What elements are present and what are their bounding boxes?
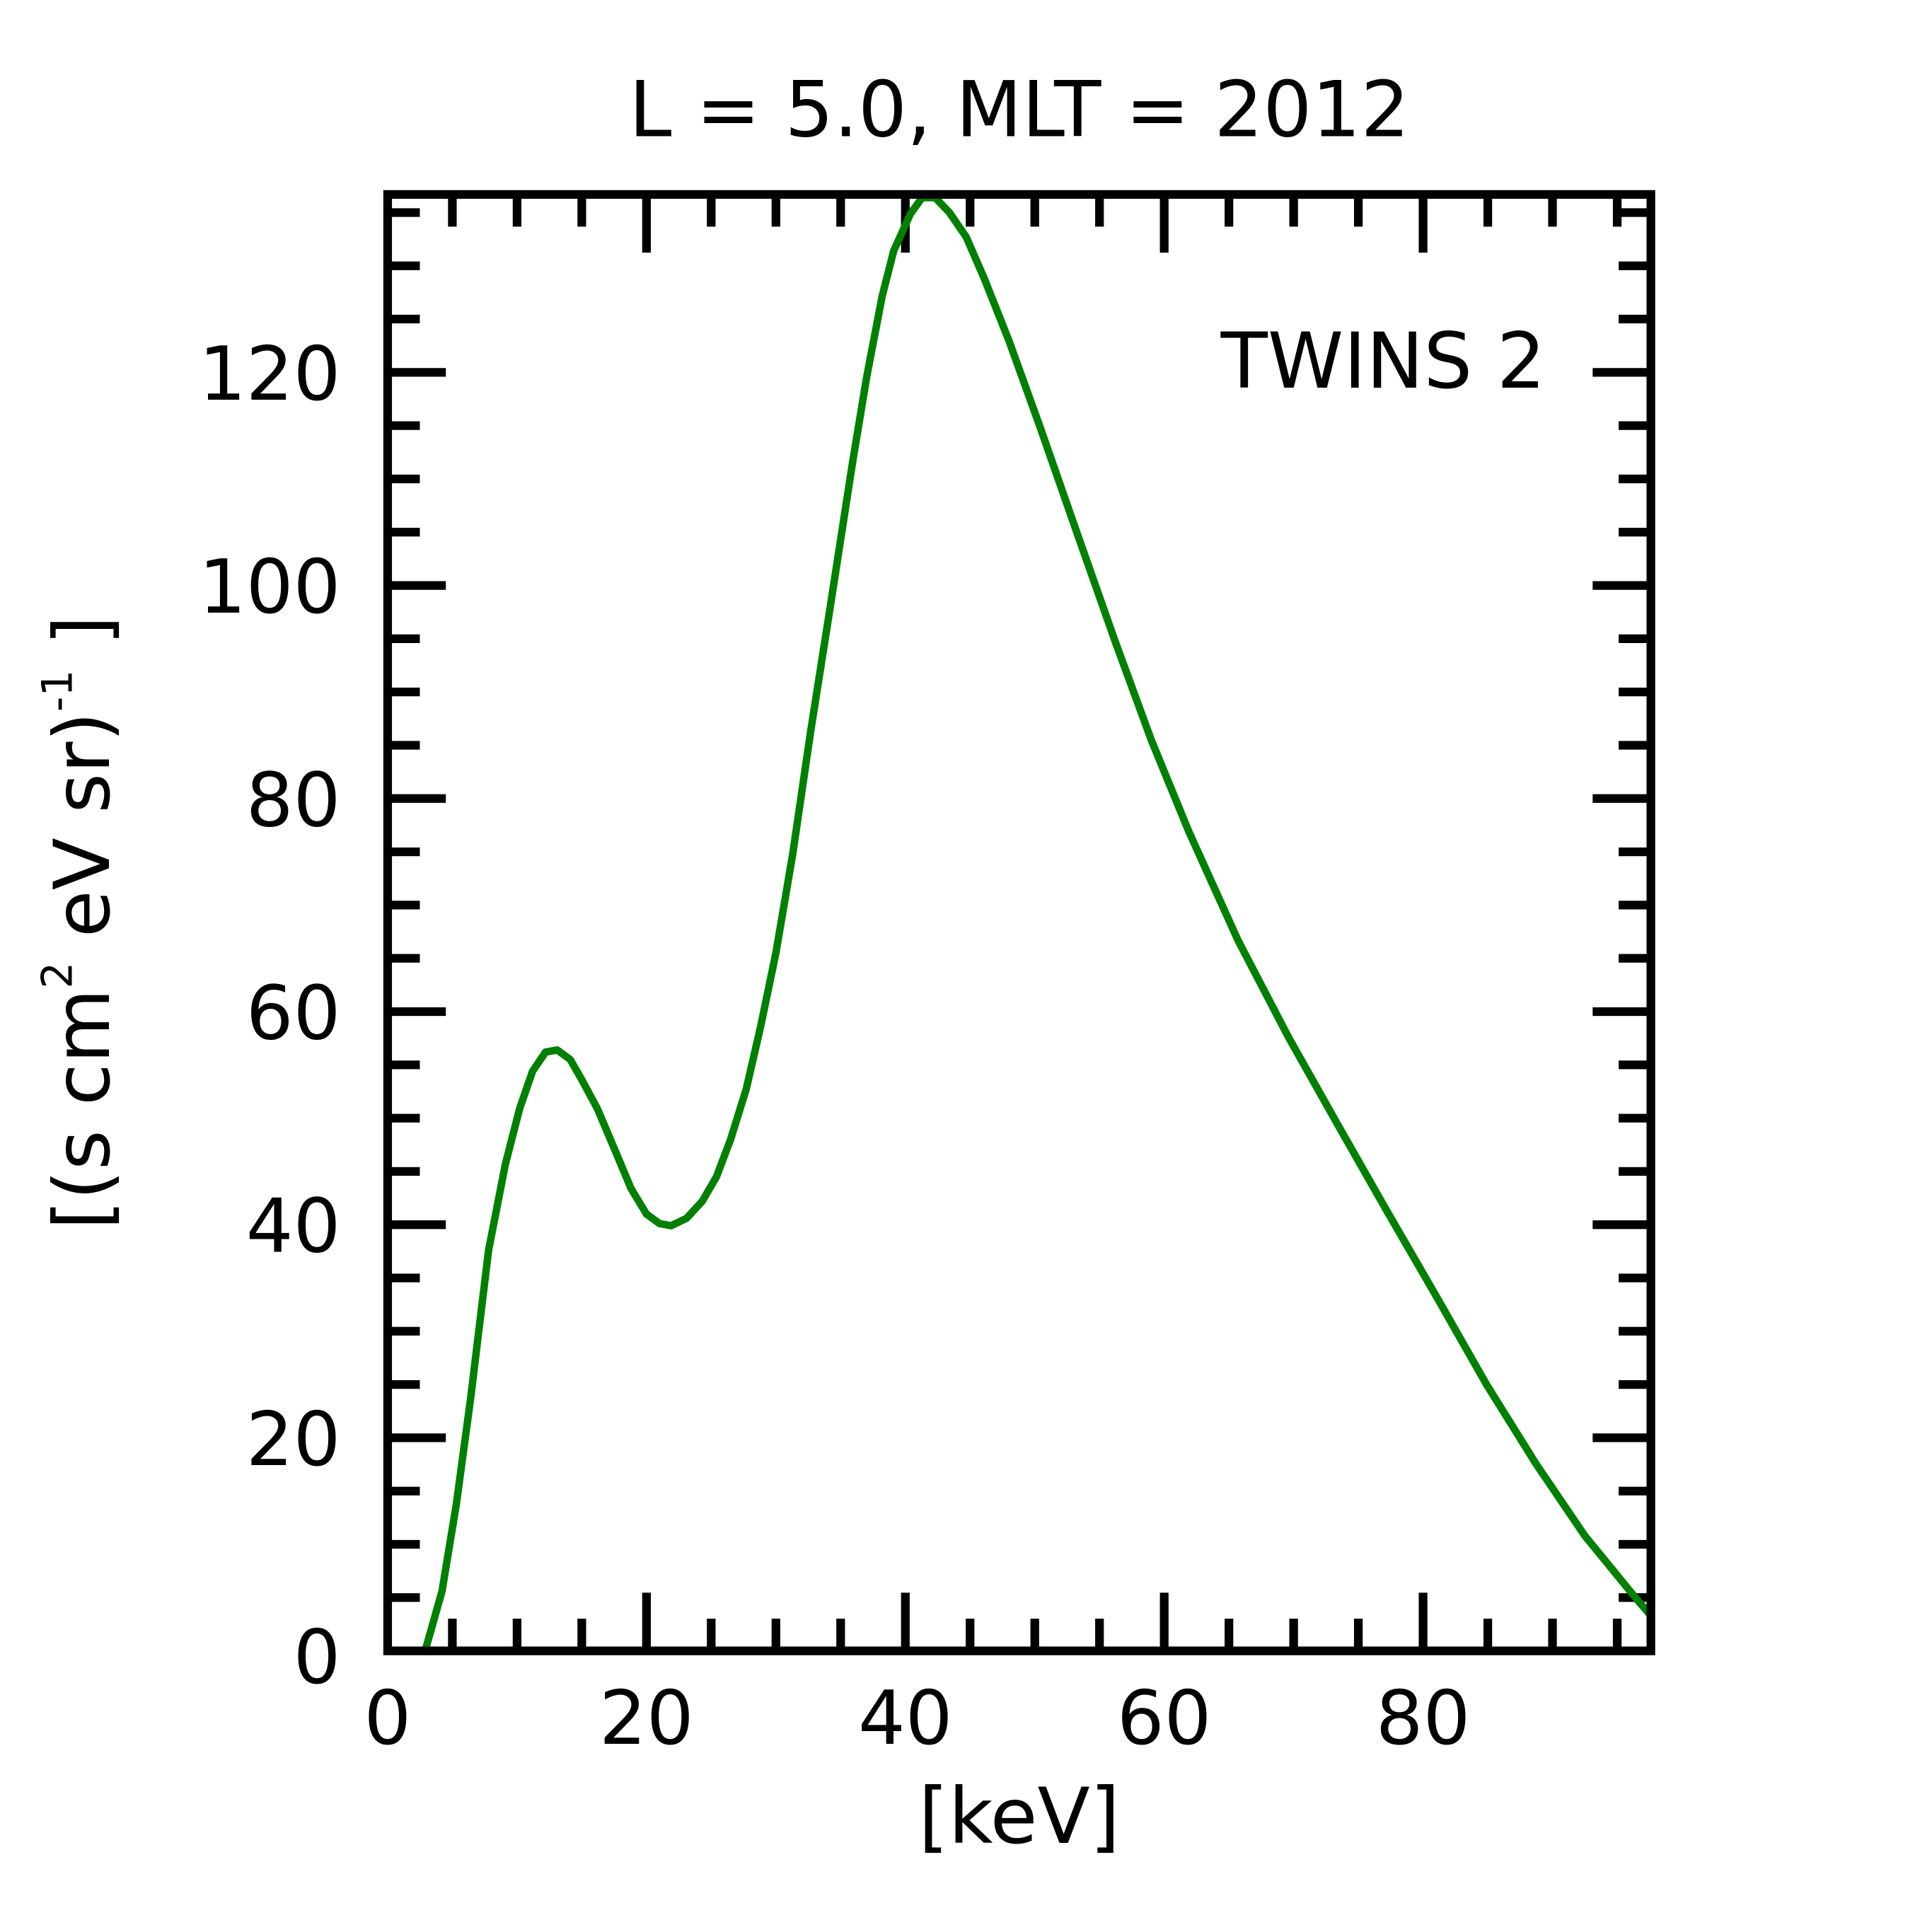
series-line-twins-2 [421,194,1654,1653]
x-tick-label: 20 [599,1675,694,1762]
y-axis-label: [(s cm2 eV sr)-1 ] [34,615,128,1230]
x-tick-label: 0 [364,1675,412,1762]
legend-entry: TWINS 2 [1220,316,1546,406]
x-tick-label: 40 [858,1675,953,1762]
x-tick-label: 80 [1376,1675,1471,1762]
y-tick-label: 120 [199,331,340,417]
x-axis-label: [keV] [918,1771,1120,1861]
axis-ticks [387,194,1651,1651]
y-tick-labels: 0 20 40 60 80 100 120 [199,331,340,1701]
x-tick-labels: 0 20 40 60 80 [364,1675,1471,1762]
y-tick-label: 100 [199,544,340,630]
x-tick-label: 60 [1117,1675,1212,1762]
y-tick-label: 60 [246,970,341,1056]
y-tick-label: 40 [246,1184,341,1270]
y-tick-label: 80 [246,757,341,843]
plot-frame [383,190,1655,1655]
y-tick-label: 0 [294,1614,341,1701]
chart-title: L = 5.0, MLT = 2012 [629,65,1409,155]
y-tick-label: 20 [246,1396,341,1483]
